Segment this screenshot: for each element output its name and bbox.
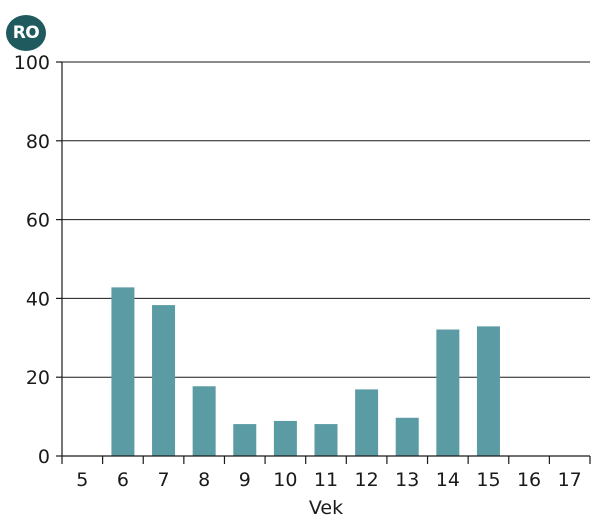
- y-tick-label-40: 40: [26, 288, 50, 310]
- x-tick-label-11: 11: [314, 469, 338, 491]
- x-tick-label-6: 6: [117, 469, 129, 491]
- bar-10: [273, 420, 297, 456]
- y-tick-label-100: 100: [14, 52, 50, 74]
- x-axis-title: Vek: [309, 497, 343, 519]
- x-tick-label-5: 5: [76, 469, 88, 491]
- x-tick-label-10: 10: [273, 469, 297, 491]
- x-tick-label-15: 15: [476, 469, 500, 491]
- bar-15: [476, 326, 500, 456]
- gridlines: [62, 61, 590, 378]
- y-tick-label-0: 0: [38, 446, 50, 468]
- y-tick-label-60: 60: [26, 210, 50, 232]
- x-tick-label-8: 8: [198, 469, 210, 491]
- ro-badge: RO: [6, 15, 46, 51]
- bar-12: [355, 389, 379, 456]
- x-tick-label-17: 17: [558, 469, 582, 491]
- bar-6: [111, 287, 135, 456]
- y-tick-label-20: 20: [26, 367, 50, 389]
- x-tick-label-16: 16: [517, 469, 541, 491]
- bar-14: [436, 329, 460, 456]
- bar-9: [233, 424, 257, 456]
- y-tick-labels: 0 20 40 60 80 100: [14, 52, 50, 468]
- axes: [56, 61, 591, 464]
- y-tick-label-80: 80: [26, 131, 50, 153]
- bar-11: [314, 424, 338, 456]
- bar-13: [395, 417, 419, 456]
- bar-8: [192, 386, 216, 456]
- bars: [111, 287, 500, 456]
- bar-7: [152, 305, 176, 456]
- x-tick-label-12: 12: [355, 469, 379, 491]
- x-tick-label-9: 9: [239, 469, 251, 491]
- x-tick-labels: 5 6 7 8 9 10 11 12 13 14 15 16 17: [76, 469, 582, 491]
- x-tick-label-14: 14: [436, 469, 460, 491]
- x-tick-label-13: 13: [395, 469, 419, 491]
- x-tick-label-7: 7: [157, 469, 169, 491]
